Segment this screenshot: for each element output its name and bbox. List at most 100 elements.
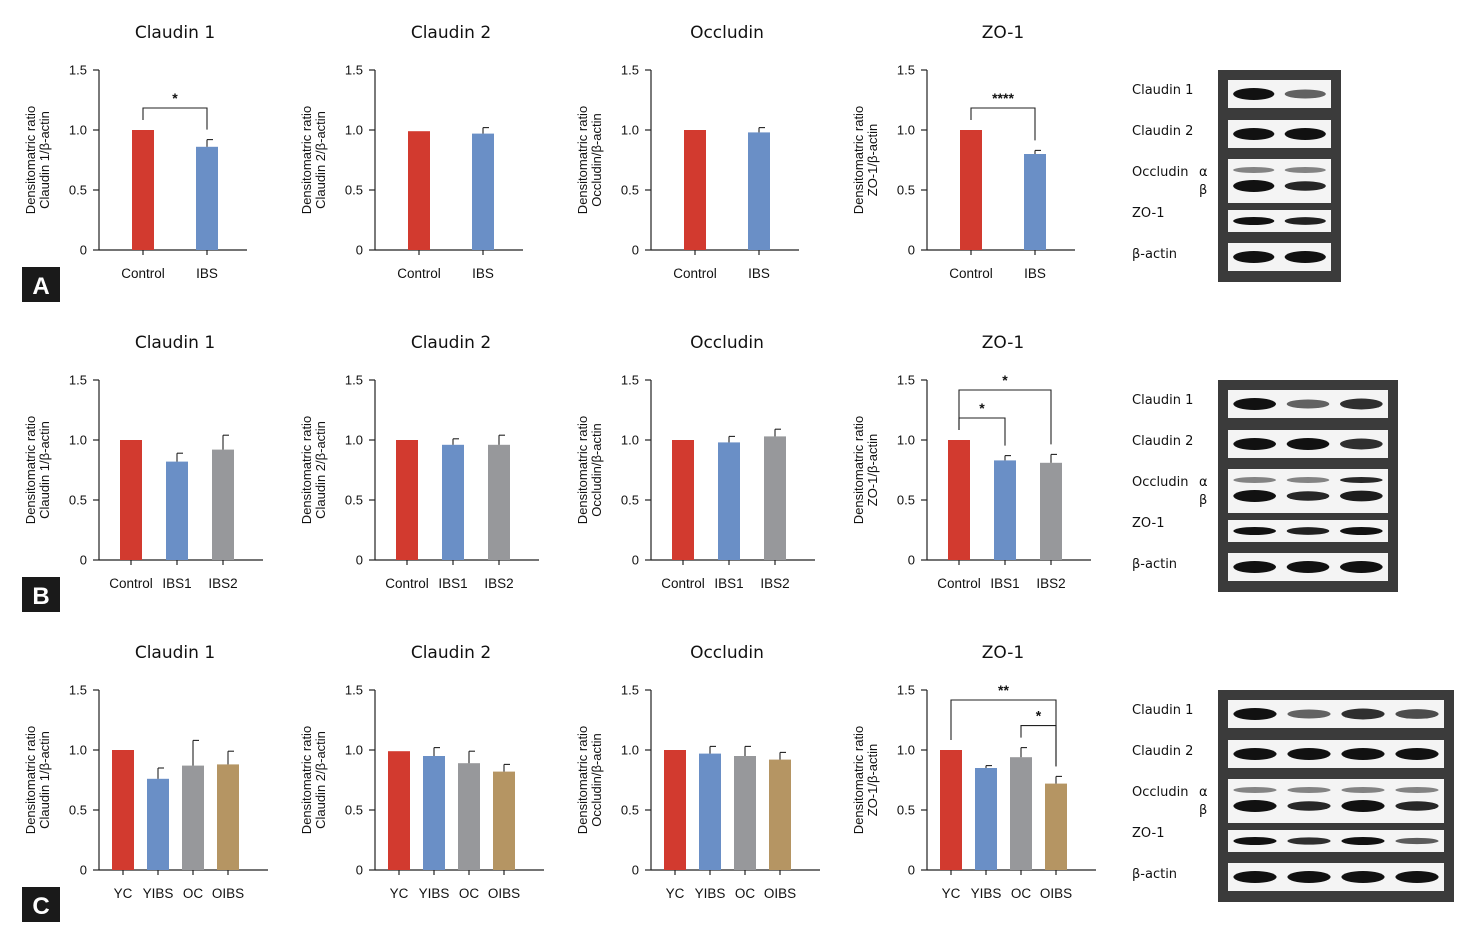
y-tick-label: 0.5: [897, 183, 915, 198]
y-tick-label: 1.0: [69, 123, 87, 138]
blot-strip-zo1: [1228, 210, 1331, 232]
blot-band-claudin2: [1286, 438, 1330, 450]
y-tick-label: 1.5: [345, 373, 363, 388]
blot-band-actin: [1233, 561, 1276, 573]
blot-band-claudin1: [1286, 399, 1330, 409]
blot-band-claudin1: [1233, 88, 1275, 100]
bar-ibs2: [764, 436, 786, 560]
blot-band-actin: [1287, 871, 1331, 883]
y-tick-label: 1.0: [69, 433, 87, 448]
blot-band-actin: [1233, 871, 1277, 883]
y-tick-label: 1.5: [621, 373, 639, 388]
blot-band-actin: [1286, 561, 1330, 573]
blot-band-claudin2: [1340, 438, 1383, 450]
y-tick-label: 1.0: [345, 123, 363, 138]
y-axis-label-line2: ZO-1/β-actin: [865, 124, 880, 197]
y-axis-label-line2: Claudin 2/β-actin: [313, 421, 328, 519]
blot-label-claudin1: Claudin 1: [1132, 83, 1193, 98]
chart-C-1: Claudin 1 Densitomatric ratio Claudin 1/β-…: [23, 643, 268, 901]
chart-title: Claudin 1: [135, 643, 215, 663]
bar-ibs2: [1040, 462, 1062, 560]
western-blot-B: Claudin 1 Claudin 2 Occludin ZO-1 β-actin αβ: [1132, 380, 1398, 592]
y-tick-label: 0: [908, 243, 915, 258]
blot-band-occludin-beta: [1233, 800, 1277, 812]
y-tick-label: 0: [356, 243, 363, 258]
y-axis-label-line1: Densitomatric ratio: [299, 416, 314, 524]
significance-bracket: [950, 699, 1057, 767]
significance-label: *: [172, 90, 178, 106]
x-tick-label: YIBS: [143, 886, 174, 901]
bar-oibs: [493, 771, 515, 870]
panel-letter-A: A: [22, 267, 60, 302]
x-tick-label: Control: [397, 266, 441, 281]
x-tick-label: IBS1: [714, 576, 743, 591]
panel-letter-B: B: [22, 577, 60, 612]
x-tick-label: IBS: [748, 266, 770, 281]
blot-label-alpha: α: [1199, 165, 1208, 180]
chart-title: ZO-1: [982, 23, 1024, 43]
bar-oibs: [1045, 783, 1067, 870]
panel-letter-box: [22, 577, 60, 612]
bar-yibs: [147, 778, 169, 870]
y-axis-label-line2: Claudin 1/β-actin: [37, 111, 52, 209]
panel-letter-text: A: [32, 273, 49, 300]
x-tick-label: Control: [949, 266, 993, 281]
blot-band-claudin1: [1233, 398, 1276, 410]
blot-strip-zo1: [1228, 830, 1444, 852]
x-tick-label: Control: [937, 576, 981, 591]
blot-label-occludin: Occludin: [1132, 785, 1188, 800]
bar-ibs: [472, 133, 494, 250]
x-tick-label: IBS2: [760, 576, 789, 591]
significance-bracket: [142, 107, 208, 130]
bar-control: [132, 130, 154, 250]
blot-band-claudin2: [1284, 128, 1326, 140]
y-tick-label: 0: [80, 863, 87, 878]
y-tick-label: 0.5: [345, 493, 363, 508]
x-tick-label: Control: [109, 576, 153, 591]
x-tick-label: IBS: [1024, 266, 1046, 281]
bar-control: [684, 130, 706, 250]
blot-label-zo1: ZO-1: [1132, 206, 1164, 221]
y-axis-label-line2: ZO-1/β-actin: [865, 434, 880, 507]
x-tick-label: YIBS: [971, 886, 1002, 901]
significance-bracket: [970, 107, 1036, 141]
blot-band-actin: [1395, 871, 1439, 883]
bar-yc: [112, 750, 134, 870]
x-tick-label: IBS: [472, 266, 494, 281]
blot-band-occludin-beta: [1233, 490, 1276, 502]
y-tick-label: 1.0: [621, 743, 639, 758]
bar-oibs: [769, 759, 791, 870]
y-tick-label: 1.5: [621, 63, 639, 78]
blot-band-occludin-alpha: [1341, 787, 1385, 793]
y-tick-label: 1.0: [897, 123, 915, 138]
significance-label: *: [979, 400, 985, 416]
y-tick-label: 1.5: [897, 63, 915, 78]
bar-yibs: [975, 768, 997, 870]
chart-title: Claudin 2: [411, 333, 491, 353]
x-tick-label: OIBS: [212, 886, 244, 901]
blot-band-occludin-beta: [1395, 801, 1439, 811]
blot-band-occludin-alpha: [1286, 477, 1330, 483]
y-axis-label-line1: Densitomatric ratio: [575, 106, 590, 214]
chart-A-2: Claudin 2 Densitomatric ratio Claudin 2/β-…: [299, 23, 523, 281]
blot-band-zo1: [1287, 837, 1331, 845]
chart-A-1: Claudin 1 Densitomatric ratio Claudin 1/β-…: [23, 23, 247, 281]
blot-band-claudin2: [1341, 748, 1385, 760]
y-tick-label: 1.0: [69, 743, 87, 758]
blot-band-occludin-alpha: [1233, 787, 1277, 793]
panel-letter-box: [22, 267, 60, 302]
blot-label-alpha: α: [1199, 785, 1208, 800]
y-tick-label: 1.5: [897, 373, 915, 388]
blot-band-zo1: [1284, 217, 1326, 225]
chart-title: Occludin: [690, 333, 764, 353]
panel-letter-C: C: [22, 887, 60, 922]
bar-ibs: [1024, 154, 1046, 250]
chart-C-2: Claudin 2 Densitomatric ratio Claudin 2/β-…: [299, 643, 544, 901]
blot-band-claudin1: [1287, 709, 1331, 719]
y-tick-label: 1.5: [345, 683, 363, 698]
y-axis-label-line1: Densitomatric ratio: [23, 416, 38, 524]
bar-yc: [664, 750, 686, 870]
x-tick-label: IBS2: [1036, 576, 1065, 591]
x-tick-label: IBS2: [484, 576, 513, 591]
